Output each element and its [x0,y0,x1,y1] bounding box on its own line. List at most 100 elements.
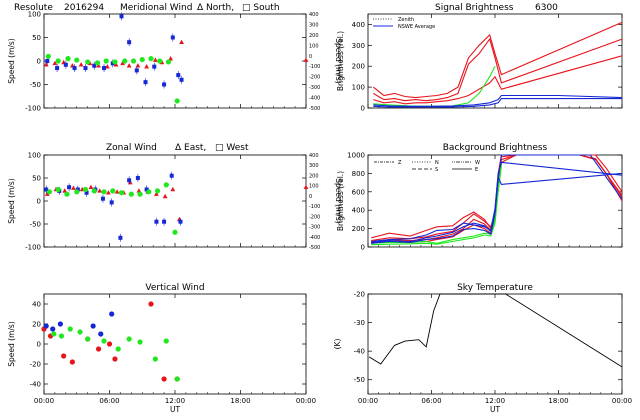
zenith-point [103,58,109,64]
south-point [45,59,50,63]
series-line-red-2 [373,37,623,102]
zenith-point [82,186,89,193]
meridional-y-right-label: Speed (m/s) [334,38,343,84]
y-tick-label: 400 [352,207,365,215]
series-line-green-2 [371,165,502,246]
zenith-point [46,189,53,195]
south-point [134,68,139,73]
north-point [126,63,132,68]
north-point [152,57,158,62]
zenith-point [55,58,61,64]
x-tick-label: 00:00 [296,397,316,405]
y-tick-label: 400 [352,21,365,29]
background-y-label: Brightness (rel.) [336,171,345,231]
y-right-tick-label: 100 [309,43,319,49]
zenith-point [163,338,169,344]
y-right-tick-label: -100 [309,64,320,70]
zenith-point [130,58,137,64]
meridional-y-label: Speed (m/s) [7,38,16,84]
vertical-marks [41,294,307,394]
y-right-tick-label: -400 [309,235,320,241]
x-tick-label: 06:00 [421,397,441,405]
y-tick-label: -20 [30,361,41,369]
z-legend-label: Z [398,160,402,166]
west-point [67,185,72,190]
e-legend-label: E [475,167,478,173]
y-tick-label: 0 [361,105,365,113]
background-brightness-title: Background Brightness [443,143,548,153]
signal-marks [367,14,623,109]
south-point [119,14,124,19]
y-right-tick-label: 300 [309,163,319,169]
north-point [104,64,110,69]
zenith-point [137,339,143,345]
nswe-average-legend-label: NSWE Average [398,24,435,30]
west-point [84,190,89,195]
meridional-wind-title: Meridional Wind [120,3,192,13]
zenith-point [85,59,91,65]
west-point [178,219,183,224]
zenith-point [74,189,80,195]
zenith-point [91,188,97,194]
east-point [62,188,68,193]
background-plot-frame [367,154,623,248]
zonal-marks [43,154,309,248]
zenith-point [146,189,152,195]
zenith-point [112,59,118,65]
zenith-point [172,229,178,235]
signal-y-ticks: 400 300 200 100 0 [352,21,365,113]
y-tick-label: 600 [352,188,365,196]
series-line-blue-3 [371,154,623,244]
north-point [135,63,141,68]
south-point [72,66,77,71]
y-right-tick-label: 100 [309,184,319,190]
zenith-point [154,188,161,194]
east-point [97,188,103,193]
zenith-point [85,336,91,342]
south-point [176,73,181,78]
y-tick-label: -50 [30,221,41,229]
north-point [61,353,67,359]
series-line-sky-temperature [368,293,623,368]
background-legend: Z N W S E [374,160,480,173]
y-tick-label: -40 [30,381,41,389]
y-tick-label: -100 [25,244,41,252]
y-tick-label: 50 [32,34,41,42]
date-label: 2016294 [64,3,104,13]
y-right-tick-label: -400 [309,96,320,102]
zenith-point [174,376,180,382]
signal-brightness-title: Signal Brightness [435,3,514,13]
east-point [162,193,168,199]
zenith-point [64,191,70,197]
west-point [135,176,140,180]
zenith-point [110,188,116,194]
sky-x-ticks: 00:00 06:00 12:00 18:00 00:00 [358,397,632,405]
zenith-point [65,56,71,62]
y-tick-label: -100 [25,105,41,113]
vertical-x-label: UT [170,405,180,414]
sky-temperature-panel: Sky Temperature (K) -20 -30 -40 -50 00:0… [333,283,632,414]
x-tick-label: 00:00 [358,397,378,405]
south-point [43,323,49,329]
zonal-y-ticks: 100 50 0 -50 -100 [25,152,41,252]
sky-y-ticks: -20 -30 -40 -50 [354,291,365,385]
west-legend-label: □ West [215,143,249,153]
vertical-y-ticks: 40 20 0 -20 -40 [30,301,41,389]
zenith-point [74,57,80,63]
signal-y-label: Brightness (rel.) [336,31,345,91]
meridional-plot-frame [43,13,307,109]
y-tick-label: 0 [37,198,41,206]
zenith-point [148,56,154,62]
south-point [90,323,96,329]
sky-marks [367,293,623,394]
zenith-point [128,191,134,197]
zenith-point [139,56,145,63]
x-tick-label: 12:00 [485,397,505,405]
east-point [71,185,76,190]
north-point [148,301,154,307]
meridional-marks [43,12,309,109]
y-right-tick-label: 0 [309,54,312,60]
y-right-tick-label: -300 [309,225,320,231]
background-y-ticks: 1000 800 600 400 200 0 [347,152,365,252]
y-tick-label: 800 [352,170,365,178]
